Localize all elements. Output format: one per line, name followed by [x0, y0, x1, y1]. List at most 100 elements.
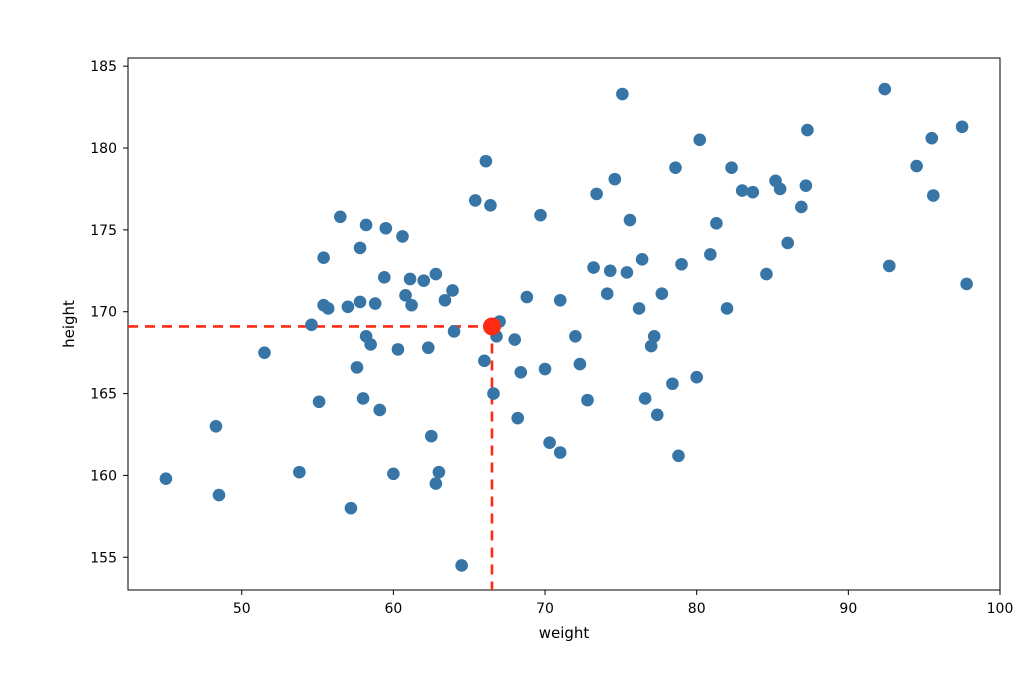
x-tick-label: 60	[384, 601, 402, 617]
data-point	[387, 467, 400, 480]
data-point	[317, 251, 330, 264]
data-point	[405, 299, 418, 312]
data-point	[369, 297, 382, 310]
data-point	[378, 271, 391, 284]
data-point	[956, 120, 969, 133]
data-point	[960, 278, 973, 291]
data-point	[360, 219, 373, 232]
data-point	[484, 199, 497, 212]
data-point	[446, 284, 459, 297]
data-point	[417, 274, 430, 287]
data-point	[672, 449, 685, 462]
data-point	[404, 273, 417, 286]
data-point	[160, 472, 173, 485]
data-point	[433, 466, 446, 479]
data-point	[760, 268, 773, 281]
data-point	[736, 184, 749, 197]
data-point	[511, 412, 524, 425]
data-point	[609, 173, 622, 186]
data-point	[569, 330, 582, 343]
data-point	[554, 446, 567, 459]
data-point	[800, 179, 813, 192]
data-point	[581, 394, 594, 407]
data-point	[590, 188, 603, 201]
x-tick-label: 100	[987, 601, 1014, 617]
data-point	[521, 291, 534, 304]
data-point	[601, 287, 614, 300]
data-point	[448, 325, 461, 338]
data-point	[364, 338, 377, 351]
data-point	[210, 420, 223, 433]
data-point	[345, 502, 358, 515]
data-point	[213, 489, 226, 502]
y-tick-label: 155	[90, 550, 117, 566]
data-point	[621, 266, 634, 279]
data-point	[354, 296, 367, 309]
data-point	[430, 268, 443, 281]
data-point	[878, 83, 891, 96]
data-point	[633, 302, 646, 315]
data-point	[305, 319, 318, 332]
data-point	[543, 436, 556, 449]
data-point	[636, 253, 649, 266]
data-point	[693, 134, 706, 147]
data-point	[380, 222, 393, 235]
data-point	[508, 333, 521, 346]
x-tick-label: 50	[233, 601, 251, 617]
data-point	[704, 248, 717, 261]
data-point	[514, 366, 527, 379]
y-tick-label: 160	[90, 468, 117, 484]
data-point	[554, 294, 567, 307]
y-tick-label: 170	[90, 305, 117, 321]
data-point	[675, 258, 688, 271]
data-point	[455, 559, 468, 572]
data-point	[604, 265, 617, 278]
plot-border	[128, 58, 1000, 590]
data-point	[351, 361, 364, 374]
data-point	[883, 260, 896, 273]
data-point	[480, 155, 493, 168]
data-point	[322, 302, 335, 315]
data-point	[648, 330, 661, 343]
data-point	[690, 371, 703, 384]
data-point	[587, 261, 600, 274]
data-point	[801, 124, 814, 137]
data-point	[478, 355, 491, 368]
data-point	[357, 392, 370, 405]
y-axis-label: height	[60, 300, 78, 348]
data-point	[725, 161, 738, 174]
y-tick-label: 180	[90, 141, 117, 157]
data-point	[487, 387, 500, 400]
data-point	[342, 301, 355, 314]
data-point	[624, 214, 637, 227]
y-tick-label: 165	[90, 387, 117, 403]
data-point	[396, 230, 409, 243]
scatter-chart: 5060708090100155160165170175180185weight…	[0, 0, 1024, 683]
data-point	[781, 237, 794, 250]
data-point	[656, 287, 669, 300]
data-point	[334, 210, 347, 223]
data-point	[795, 201, 808, 214]
highlight-point	[483, 317, 501, 335]
data-point	[422, 341, 435, 354]
x-axis-label: weight	[539, 624, 590, 642]
data-point	[313, 395, 326, 408]
data-point	[293, 466, 306, 479]
data-point	[258, 346, 271, 359]
data-point	[651, 409, 664, 422]
data-point	[616, 88, 629, 101]
data-point	[710, 217, 723, 230]
y-tick-label: 175	[90, 223, 117, 239]
data-point	[534, 209, 547, 222]
data-point	[469, 194, 482, 207]
y-tick-label: 185	[90, 59, 117, 75]
data-point	[354, 242, 367, 255]
data-point	[430, 477, 443, 490]
data-point	[574, 358, 587, 371]
data-point	[774, 183, 787, 196]
x-tick-label: 80	[688, 601, 706, 617]
data-point	[639, 392, 652, 405]
data-point	[539, 363, 552, 376]
data-point	[669, 161, 682, 174]
x-tick-label: 70	[536, 601, 554, 617]
